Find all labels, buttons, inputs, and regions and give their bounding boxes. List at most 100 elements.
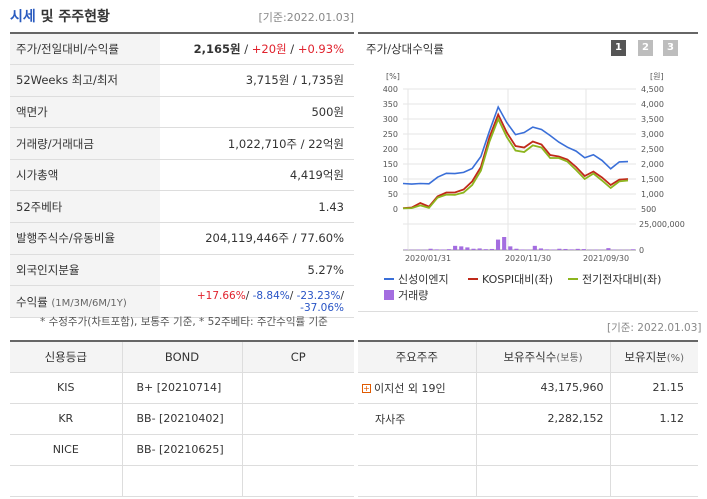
volume-bar xyxy=(471,248,476,250)
x-tick-label: 2020/01/31 xyxy=(405,254,451,263)
info-row: 액면가 500원 xyxy=(10,96,354,129)
info-value: +17.66%/ -8.84%/ -23.23%/ -37.06% xyxy=(160,285,354,318)
info-row: 발행주식수/유동비율 204,119,446주 / 77.60% xyxy=(10,222,354,255)
volume-bar xyxy=(551,249,556,250)
x-tick-label: 2021/09/30 xyxy=(583,254,629,263)
volume-bar xyxy=(465,247,470,250)
info-label: 외국인지분율 xyxy=(10,254,160,287)
left-tick-label: 300 xyxy=(383,115,398,124)
volume-tick-label: 0 xyxy=(639,246,644,255)
legend-sector: 전기전자대비(좌) xyxy=(582,273,661,286)
info-label: 시가총액 xyxy=(10,159,160,192)
info-row-price: 주가/전일대비/수익률 2,165원 / +20원 / +0.93% xyxy=(10,33,354,66)
legend-volume: 거래량 xyxy=(398,289,428,302)
shareholders-table: 주요주주 보유주식수(보통) 보유지분(%) + 이지선 외 19인 43,175… xyxy=(358,340,698,497)
page-title: 시세 및 주주현황 xyxy=(10,9,110,25)
info-label: 발행주식수/유동비율 xyxy=(10,222,160,255)
info-row: 시가총액 4,419억원 xyxy=(10,159,354,192)
left-tick-label: 400 xyxy=(383,85,398,94)
chart-title: 주가/상대수익률 xyxy=(366,42,444,56)
volume-tick-label: 25,000,000 xyxy=(639,220,685,229)
info-value: 3,715원 / 1,735원 xyxy=(160,64,354,97)
volume-bar xyxy=(514,248,519,250)
series-line-3 xyxy=(402,116,629,210)
right-tick-label: 4,000 xyxy=(641,100,664,109)
right-tick-label: 1,500 xyxy=(641,175,664,184)
col-header-bond: BOND xyxy=(122,341,243,373)
chart-panel: 주가/상대수익률 1 2 3 [%] [원] 400 350 300 250 200 15… xyxy=(358,32,698,312)
info-value: 500원 xyxy=(160,96,354,129)
volume-bar xyxy=(489,248,494,250)
holder-name: 이지선 외 19인 xyxy=(374,381,446,395)
volume-bar xyxy=(538,248,544,250)
legend-swatch-volume xyxy=(384,290,394,300)
volume-bar xyxy=(428,248,433,250)
left-tick-label: 250 xyxy=(383,130,398,139)
left-axis-unit: [%] xyxy=(386,72,400,81)
x-tick-label: 2020/11/30 xyxy=(505,254,551,263)
volume-bar xyxy=(532,245,537,250)
info-label: 52주베타 xyxy=(10,190,160,224)
col-header-shares: 보유주식수(보통) xyxy=(476,341,611,373)
info-label: 액면가 xyxy=(10,96,160,129)
legend-stock: 신성이엔지 xyxy=(398,273,449,286)
info-label: 주가/전일대비/수익률 xyxy=(10,33,160,66)
col-header-rating: 신용등급 xyxy=(10,341,123,373)
chart-page-3-button[interactable]: 3 xyxy=(663,40,678,56)
volume-bar xyxy=(434,249,439,250)
volume-bar xyxy=(545,249,550,250)
volume-bar xyxy=(440,249,445,250)
table-row: + 이지선 외 19인 43,175,960 21.15 xyxy=(358,372,698,404)
col-header-holder: 주요주주 xyxy=(358,341,477,373)
info-value: 1.43 xyxy=(160,190,354,224)
col-header-cp: CP xyxy=(242,341,354,373)
info-row: 외국인지분율 5.27% xyxy=(10,254,354,287)
volume-bar xyxy=(502,237,507,250)
volume-bar xyxy=(477,248,482,250)
volume-bar xyxy=(520,249,525,250)
table-header-row: 신용등급 BOND CP xyxy=(10,341,354,373)
volume-bar xyxy=(453,245,458,250)
table-row xyxy=(358,434,698,466)
volume-bar xyxy=(446,249,452,250)
reference-date: [기준:2022.01.03] xyxy=(258,11,354,24)
price-chart: [%] [원] 4003503002502001501005004,5004,0… xyxy=(383,72,685,302)
table-row: NICE BB- [20210625] xyxy=(10,434,354,466)
volume-bar xyxy=(508,246,513,250)
chart-page-1-button[interactable]: 1 xyxy=(611,40,626,56)
table-row: KR BB- [20210402] xyxy=(10,403,354,435)
right-tick-label: 3,500 xyxy=(641,115,664,124)
right-tick-label: 1,000 xyxy=(641,190,664,199)
left-tick-label: 150 xyxy=(383,160,398,169)
right-tick-label: 500 xyxy=(641,205,656,214)
price-info-table: 주가/전일대비/수익률 2,165원 / +20원 / +0.93% 52Wee… xyxy=(10,32,354,318)
right-tick-label: 3,000 xyxy=(641,130,664,139)
right-tick-label: 4,500 xyxy=(641,85,664,94)
legend-kospi: KOSPI대비(좌) xyxy=(482,273,553,286)
info-label: 거래량/거래대금 xyxy=(10,127,160,160)
series-line-2 xyxy=(402,112,629,209)
volume-bar xyxy=(575,248,580,250)
expand-icon[interactable]: + xyxy=(362,384,371,393)
volume-bar xyxy=(606,248,611,250)
right-tick-label: 2,000 xyxy=(641,160,664,169)
volume-bar xyxy=(563,248,568,250)
info-row-returns: 수익률 (1M/3M/6M/1Y) +17.66%/ -8.84%/ -23.2… xyxy=(10,285,354,318)
table-row: 자사주 2,282,152 1.12 xyxy=(358,403,698,435)
credit-rating-table: 신용등급 BOND CP KIS B+ [20210714] KR BB- [202… xyxy=(10,340,354,497)
volume-bar xyxy=(630,249,635,250)
volume-bar xyxy=(557,248,562,250)
chart-page-2-button[interactable]: 2 xyxy=(638,40,653,56)
table-row xyxy=(358,465,698,497)
info-value: 5.27% xyxy=(160,254,354,287)
volume-bar xyxy=(495,239,501,250)
right-axis-unit: [원] xyxy=(650,72,664,81)
right-tick-label: 2,500 xyxy=(641,145,664,154)
volume-bar xyxy=(581,249,586,250)
col-header-stake: 보유지분(%) xyxy=(610,341,698,373)
table-row: KIS B+ [20210714] xyxy=(10,372,354,404)
footnote: * 수정주가(차트포함), 보통주 기준, * 52주베타: 주간수익률 기준 xyxy=(40,316,328,328)
volume-bar xyxy=(459,246,464,250)
holder-name: 자사주 xyxy=(358,403,477,435)
info-row: 거래량/거래대금 1,022,710주 / 22억원 xyxy=(10,127,354,160)
